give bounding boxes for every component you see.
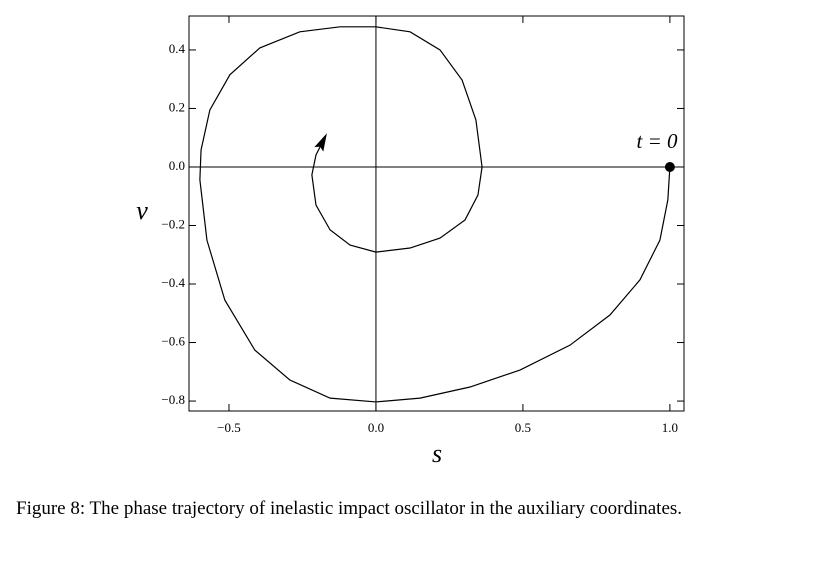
y-tick-label: 0.0: [169, 158, 185, 173]
x-axis-label: s: [432, 439, 442, 468]
x-tick-label: 0.0: [368, 420, 384, 435]
x-tick-label: 1.0: [662, 420, 678, 435]
y-tick-label: 0.4: [169, 41, 186, 56]
annotation: t = 0: [636, 129, 678, 153]
arrow-head: [314, 133, 327, 152]
y-tick-label: −0.4: [161, 275, 185, 290]
trajectory: [199, 26, 671, 403]
y-tick-label: −0.8: [161, 392, 185, 407]
plot-frame: [188, 15, 685, 412]
chart: s v t = 0 −0.5 0.0 0.5 1.0 0.4 0.2 0.0 −0.2 −0.4…: [136, 15, 685, 468]
y-tick-label: −0.2: [161, 216, 185, 231]
x-tick-label: 0.5: [515, 420, 531, 435]
y-tick-label: −0.6: [161, 334, 185, 349]
y-tick-label: 0.2: [169, 99, 185, 114]
y-axis-label: v: [136, 196, 148, 225]
x-tick-label: −0.5: [217, 420, 241, 435]
start-point: [664, 161, 675, 172]
caption: Figure 8: The phase trajectory of inelas…: [16, 498, 683, 519]
